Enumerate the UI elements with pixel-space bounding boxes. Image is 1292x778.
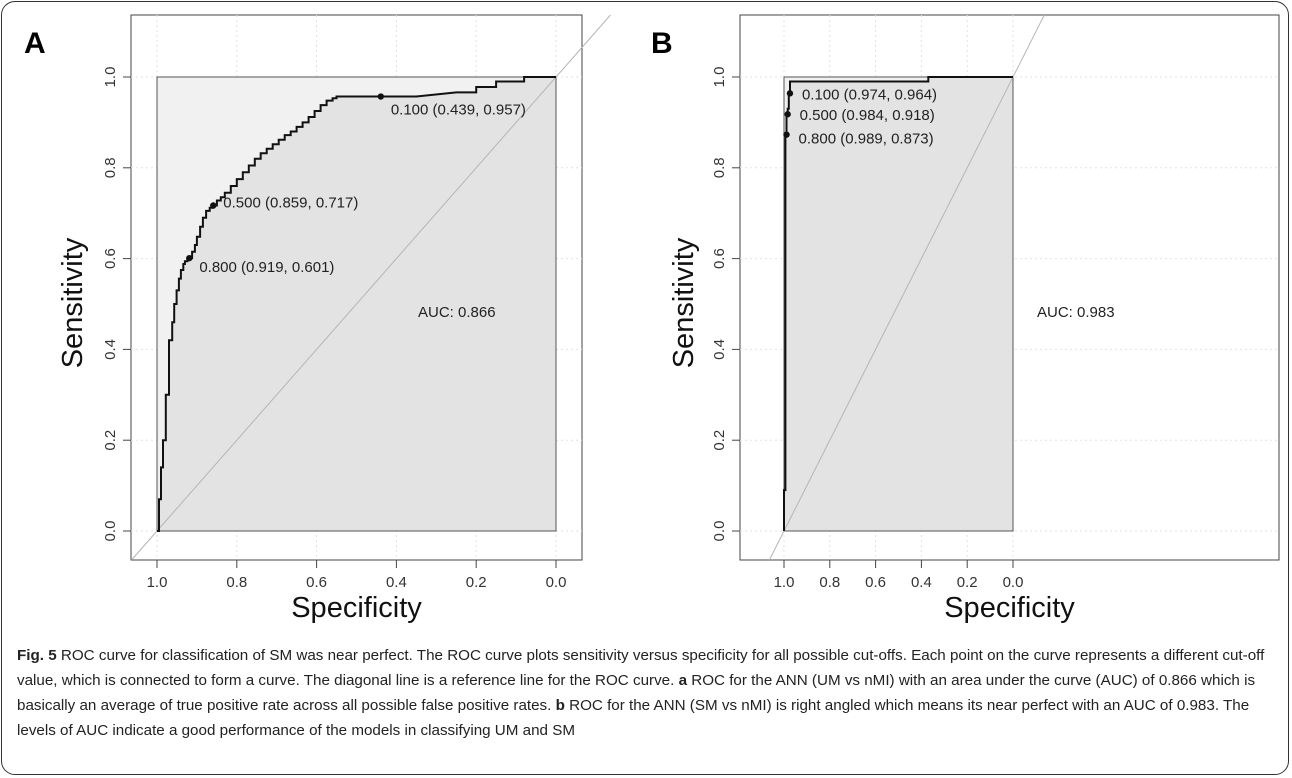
x-tick-label: 0.2 <box>957 574 978 591</box>
y-tick-label: 0.2 <box>711 430 728 451</box>
caption-letter-b: b <box>555 697 565 714</box>
cutoff-point <box>783 131 790 138</box>
y-tick-label: 0.0 <box>102 521 119 542</box>
y-tick-label: 1.0 <box>102 67 119 88</box>
x-tick-label: 0.4 <box>386 574 407 591</box>
reference-diagonal <box>131 14 611 561</box>
caption-letter-a: a <box>678 672 688 689</box>
figure-caption: Fig. 5 ROC curve for classification of S… <box>17 643 1279 743</box>
roc-panel-b: B 0.100 (0.974, 0.964) 0.500 (0.984, 0.918… <box>651 14 1280 624</box>
x-axis-title: Specificity <box>944 592 1075 624</box>
caption-text-b: ROC for the ANN (SM vs nMI) is right ang… <box>17 697 1250 739</box>
cutoff-label: 0.100 (0.974, 0.964) <box>802 86 937 103</box>
auc-label: AUC: 0.983 <box>1037 304 1115 321</box>
caption-fig-label: Fig. 5 <box>17 647 57 664</box>
reference-diagonal <box>768 14 1045 561</box>
cutoff-label: 0.500 (0.859, 0.717) <box>223 194 358 211</box>
y-tick-label: 0.2 <box>102 430 119 451</box>
cutoff-label: 0.100 (0.439, 0.957) <box>391 102 526 119</box>
cutoff-label: 0.500 (0.984, 0.918) <box>800 107 935 124</box>
y-tick-label: 0.8 <box>711 157 728 178</box>
y-tick-label: 0.6 <box>102 248 119 269</box>
y-tick-label: 1.0 <box>711 67 728 88</box>
y-tick-label: 0.8 <box>102 157 119 178</box>
x-tick-label: 1.0 <box>147 574 168 591</box>
roc-curve <box>157 76 556 532</box>
y-tick-label: 0.4 <box>711 339 728 360</box>
x-tick-label: 0.0 <box>546 574 567 591</box>
y-axis-title: Sensitivity <box>668 237 700 368</box>
x-tick-label: 0.2 <box>466 574 487 591</box>
caption-intro: ROC curve for classification of SM was n… <box>17 647 1265 689</box>
roc-panel-a: A 0.100 (0.439, 0.957) 0.500 (0.859, 0.717… <box>24 14 611 624</box>
x-tick-label: 0.6 <box>865 574 886 591</box>
roc-curve <box>783 76 1013 531</box>
panel-letter: B <box>651 27 673 60</box>
y-tick-label: 0.4 <box>102 339 119 360</box>
x-tick-label: 0.4 <box>911 574 932 591</box>
caption-text-a: ROC for the ANN (UM vs nMI) with an area… <box>17 672 1256 714</box>
y-tick-label: 0.0 <box>711 521 728 542</box>
cutoff-point <box>186 254 193 262</box>
x-tick-label: 0.8 <box>819 574 840 591</box>
x-tick-label: 1.0 <box>774 574 795 591</box>
x-tick-label: 0.6 <box>306 574 327 591</box>
cutoff-point <box>784 111 791 118</box>
cutoff-point <box>786 90 794 97</box>
cutoff-point <box>377 93 385 100</box>
plot-box <box>783 76 1014 532</box>
figure-roc-panels: A 0.100 (0.439, 0.957) 0.500 (0.859, 0.717… <box>24 14 1280 624</box>
y-axis-title: Sensitivity <box>57 237 89 368</box>
plot-box <box>156 76 557 532</box>
cutoff-label: 0.800 (0.919, 0.601) <box>199 259 334 276</box>
x-axis-title: Specificity <box>291 592 422 624</box>
y-tick-label: 0.6 <box>711 248 728 269</box>
x-tick-label: 0.0 <box>1003 574 1024 591</box>
panel-letter: A <box>24 27 46 60</box>
cutoff-label: 0.800 (0.989, 0.873) <box>799 131 934 148</box>
area-above-curve <box>157 77 556 531</box>
x-tick-label: 0.8 <box>226 574 247 591</box>
cutoff-point <box>210 202 217 209</box>
auc-label: AUC: 0.866 <box>418 304 496 321</box>
